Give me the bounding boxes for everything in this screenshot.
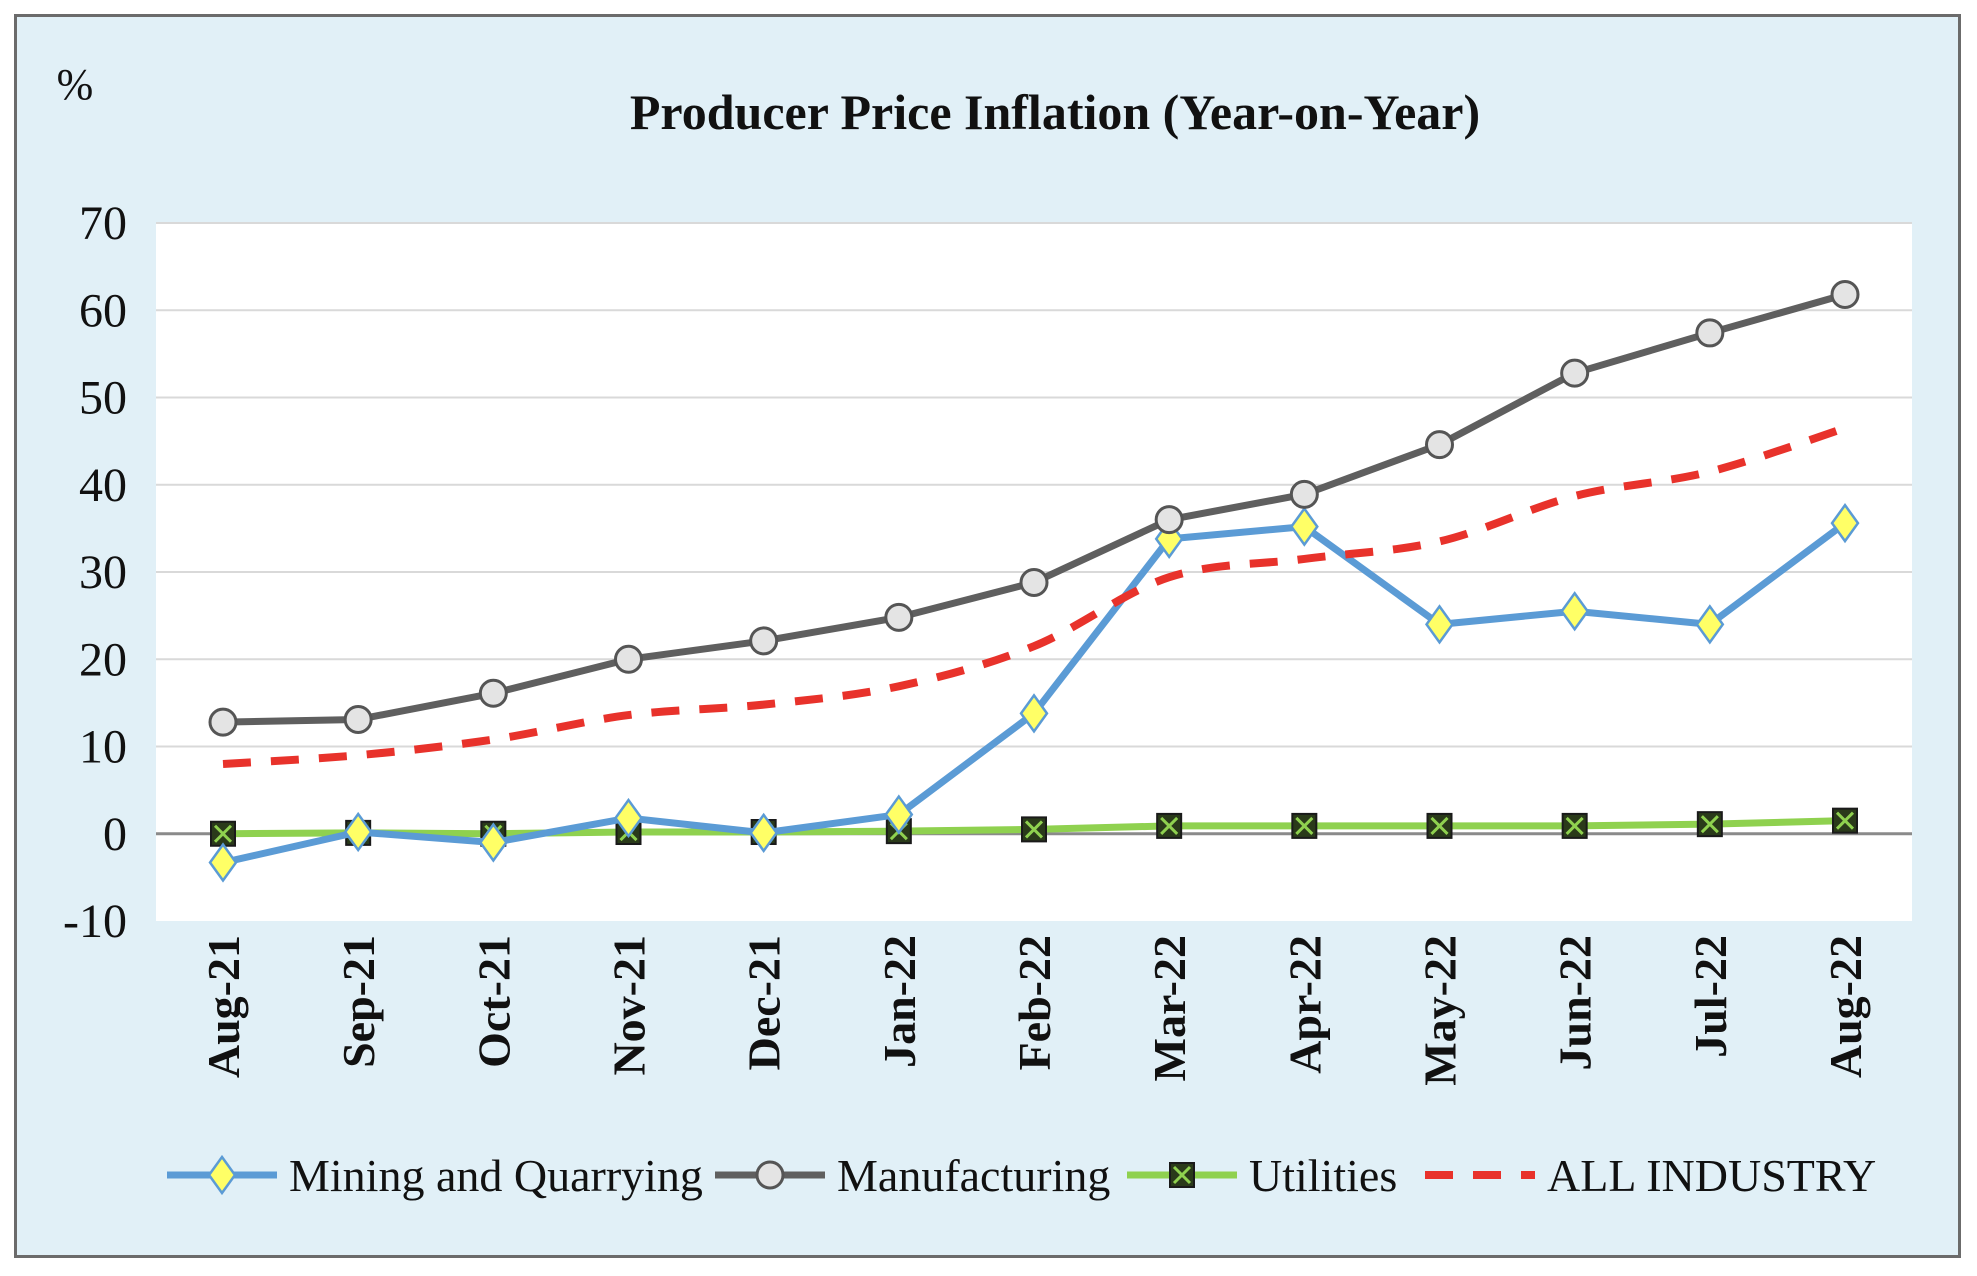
legend-marker	[207, 1154, 237, 1196]
series-layer	[208, 280, 1860, 883]
x-tick-label: Sep-21	[333, 935, 384, 1068]
chart-title: Producer Price Inflation (Year-on-Year)	[630, 84, 1480, 140]
legend-label: ALL INDUSTRY	[1547, 1150, 1876, 1201]
y-unit-label: %	[57, 60, 94, 109]
data-point-manufacturing	[478, 678, 508, 708]
data-point-mining-and-quarrying	[478, 822, 508, 863]
data-point-mining-and-quarrying	[749, 812, 779, 854]
data-point-mining-and-quarrying	[884, 794, 914, 835]
series-mining-and-quarrying	[208, 503, 1860, 883]
chart-frame: Producer Price Inflation (Year-on-Year) …	[14, 14, 1961, 1258]
legend-label: Manufacturing	[837, 1150, 1110, 1201]
data-point-mining-and-quarrying	[1154, 518, 1184, 559]
x-tick-label: Jul-22	[1685, 935, 1736, 1058]
series-all-industry	[222, 424, 1847, 768]
data-point-manufacturing	[1830, 280, 1860, 310]
x-axis-labels: Aug-21 Sep-21 Oct-21 Nov-21 Dec-21 Jan-22 Feb-…	[198, 935, 1871, 1086]
data-point-mining-and-quarrying	[613, 797, 644, 839]
legend-item-manufacturing: Manufacturing	[715, 1150, 1110, 1201]
y-tick-label: 30	[79, 546, 127, 599]
x-tick-label: May-22	[1415, 935, 1466, 1086]
y-tick-label: 0	[103, 808, 127, 861]
data-point-utilities	[1832, 807, 1858, 834]
y-tick-label: 60	[79, 284, 127, 337]
series-line-all-industry	[222, 424, 1847, 768]
data-point-manufacturing	[1289, 479, 1319, 509]
line-chart: Producer Price Inflation (Year-on-Year) …	[57, 60, 1912, 1201]
data-point-mining-and-quarrying	[1424, 604, 1455, 645]
legend-item-all-industry: ALL INDUSTRY	[1425, 1150, 1876, 1201]
y-tick-label: 70	[79, 197, 127, 250]
data-point-manufacturing	[1154, 505, 1184, 535]
data-point-utilities	[1426, 812, 1453, 839]
y-tick-label: 20	[79, 633, 127, 686]
data-point-mining-and-quarrying	[1830, 503, 1860, 544]
data-point-manufacturing	[749, 626, 779, 656]
y-axis-ticks: -10 0 10 20 30 40 50 60 70	[63, 197, 127, 948]
legend: Mining and Quarrying Manufacturing Utiliti…	[167, 1150, 1876, 1201]
x-tick-label: Apr-22	[1279, 935, 1330, 1074]
data-point-utilities	[1021, 816, 1047, 843]
x-tick-label: Jun-22	[1550, 935, 1601, 1070]
series-manufacturing	[208, 280, 1860, 737]
data-point-utilities	[1291, 812, 1318, 839]
data-point-manufacturing	[343, 704, 373, 734]
data-point-manufacturing	[208, 707, 238, 737]
data-point-manufacturing	[614, 644, 643, 674]
x-tick-label: Nov-21	[604, 935, 655, 1076]
x-tick-label: Aug-22	[1820, 935, 1871, 1078]
x-tick-label: Dec-21	[739, 935, 790, 1070]
legend-marker	[755, 1160, 785, 1190]
data-point-utilities	[1156, 812, 1183, 839]
x-tick-label: Aug-21	[198, 935, 249, 1078]
legend-label: Mining and Quarrying	[289, 1150, 703, 1201]
data-point-utilities	[210, 820, 236, 847]
y-tick-label: 10	[79, 721, 127, 774]
y-tick-label: -10	[63, 895, 127, 948]
data-point-manufacturing	[884, 602, 914, 632]
data-point-manufacturing	[1560, 358, 1590, 388]
x-tick-label: Mar-22	[1144, 935, 1195, 1081]
data-point-mining-and-quarrying	[1695, 604, 1725, 645]
y-tick-label: 50	[79, 372, 127, 425]
data-point-manufacturing	[1425, 430, 1454, 460]
data-point-mining-and-quarrying	[1289, 506, 1319, 547]
x-tick-label: Oct-21	[468, 935, 519, 1068]
data-point-manufacturing	[1019, 567, 1049, 597]
data-point-mining-and-quarrying	[1019, 693, 1049, 734]
x-tick-label: Feb-22	[1009, 935, 1060, 1070]
data-point-utilities	[1561, 812, 1588, 839]
data-point-utilities	[1696, 811, 1723, 838]
legend-label: Utilities	[1249, 1150, 1397, 1201]
legend-item-utilities: Utilities	[1127, 1150, 1397, 1201]
data-point-mining-and-quarrying	[1560, 591, 1590, 632]
legend-item-mining-and-quarrying: Mining and Quarrying	[167, 1150, 703, 1201]
data-point-mining-and-quarrying	[343, 811, 373, 853]
x-tick-label: Jan-22	[874, 935, 925, 1068]
data-point-manufacturing	[1695, 318, 1725, 348]
data-point-mining-and-quarrying	[208, 842, 238, 883]
legend-marker	[1169, 1162, 1195, 1188]
y-tick-label: 40	[79, 459, 127, 512]
